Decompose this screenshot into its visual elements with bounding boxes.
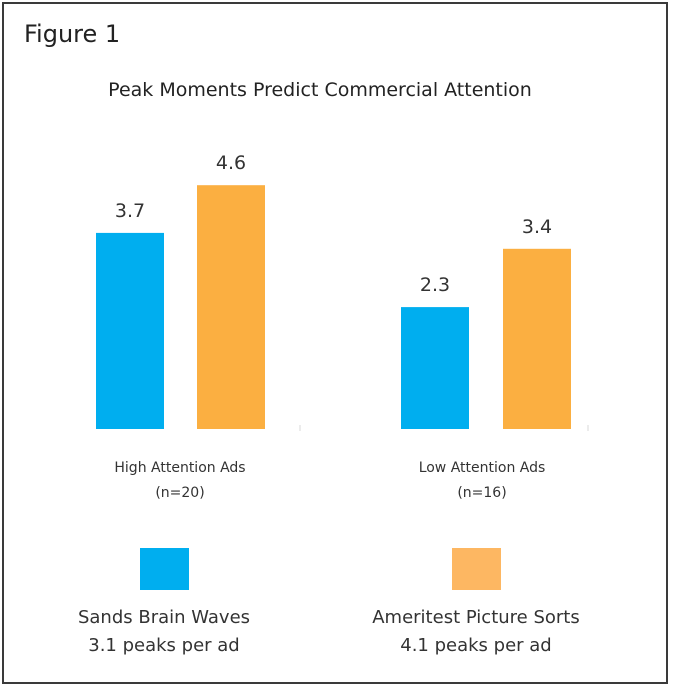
chart-title: Peak Moments Predict Commercial Attentio…	[108, 79, 532, 101]
category-sublabel: (n=20)	[155, 485, 204, 501]
legend-swatch	[140, 548, 189, 590]
bar	[401, 307, 469, 429]
data-label: 3.4	[522, 216, 552, 238]
bar	[503, 248, 571, 429]
category-label: High Attention Ads	[114, 460, 245, 476]
legend-note: 4.1 peaks per ad	[400, 635, 551, 656]
bar	[197, 185, 265, 429]
figure-label: Figure 1	[24, 20, 121, 48]
data-label: 2.3	[420, 274, 450, 296]
legend-swatch	[452, 548, 501, 590]
bar	[96, 232, 164, 429]
legend-label: Ameritest Picture Sorts	[372, 607, 580, 628]
category-label: Low Attention Ads	[419, 460, 546, 476]
legend-note: 3.1 peaks per ad	[88, 635, 239, 656]
category-sublabel: (n=16)	[457, 485, 506, 501]
legend-label: Sands Brain Waves	[78, 607, 250, 628]
data-label: 4.6	[216, 152, 246, 174]
data-label: 3.7	[115, 200, 145, 222]
